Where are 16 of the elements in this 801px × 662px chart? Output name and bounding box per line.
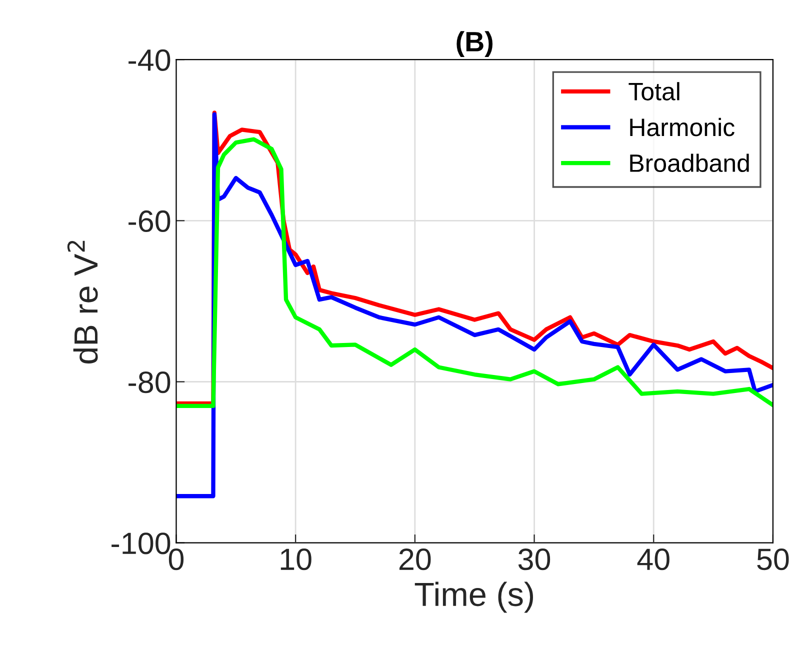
y-axis-title: dB re V$^{2}$ [67, 240, 98, 364]
legend-label: Broadband [630, 154, 749, 172]
x-axis-title: Time (s) [414, 582, 534, 613]
x-tick-label: 50 [757, 548, 789, 570]
x-tick-label: 30 [518, 548, 550, 570]
x-tick-label: 20 [399, 548, 431, 570]
y-tick-label: -60 [128, 210, 170, 232]
chart-title: (B) [456, 31, 492, 58]
legend-label: Harmonic [630, 118, 734, 136]
legend-label: Total [628, 82, 680, 100]
y-tick-label: -100 [112, 532, 170, 554]
x-tick-label: 0 [168, 548, 184, 570]
y-tick-label: -40 [128, 49, 170, 71]
x-tick-label: 40 [637, 548, 670, 570]
y-tick-label: -80 [128, 371, 170, 394]
x-tick-label: 10 [280, 548, 312, 570]
